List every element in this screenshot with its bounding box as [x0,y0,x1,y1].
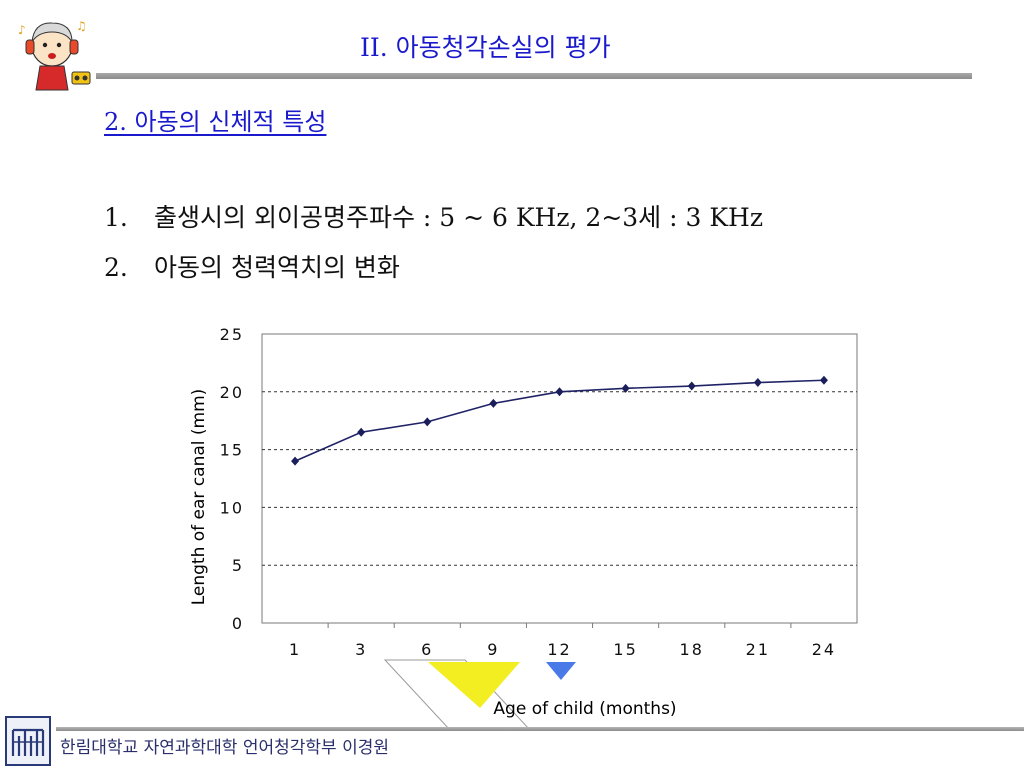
y-tick-label: 0 [232,614,244,633]
x-tick-label: 1 [289,640,301,659]
svg-text:♪: ♪ [18,23,26,37]
y-tick-label: 20 [220,383,244,402]
data-point [423,417,432,427]
university-seal-icon [5,716,51,766]
y-tick-label: 25 [220,325,244,344]
plot-area [261,333,858,624]
data-point [621,383,630,393]
slide-title: II. 아동청각손실의 평가 [360,33,611,62]
x-tick-label: 12 [547,640,571,659]
svg-text:♫: ♫ [76,19,87,33]
footer-credit: 한림대학교 자연과학대학 언어청각학부 이경원 [60,738,390,758]
list-item: 2. 아동의 청력역치의 변화 [104,248,400,284]
y-tick-label: 15 [220,441,244,460]
decorative-outline-shape [383,659,531,730]
title-divider [96,73,972,79]
yellow-accent-triangle [428,662,520,708]
y-axis-label: Length of ear canal (mm) [189,389,209,606]
data-point [357,427,366,437]
y-tick-label: 10 [220,498,244,517]
x-tick-label: 3 [355,640,367,659]
x-axis-label: Age of child (months) [493,699,676,719]
data-point [819,375,828,385]
data-point [687,381,696,391]
list-item-number: 2. [104,253,128,282]
list-item-text: 아동의 청력역치의 변화 [154,253,400,282]
data-point [291,456,300,466]
ear-canal-length-chart: 0 5 10 15 20 25 1 3 6 9 12 15 18 21 24 Age of child (m… [189,325,858,730]
x-tick-label: 24 [812,640,836,659]
data-point [753,378,762,388]
list-item-text: 출생시의 외이공명주파수 : 5 ~ 6 KHz, 2~3세 : 3 KHz [154,203,763,232]
data-point [555,387,564,397]
x-tick-label: 18 [680,640,704,659]
x-tick-label: 6 [421,640,433,659]
data-point [489,398,498,408]
y-tick-label: 5 [232,556,244,575]
blue-accent-triangle [546,662,576,680]
x-tick-label: 21 [746,640,770,659]
list-item: 1. 출생시의 외이공명주파수 : 5 ~ 6 KHz, 2~3세 : 3 KHz [104,198,763,234]
footer-divider [56,727,1024,731]
cartoon-child-with-headphones-icon: ♪ ♫ [18,19,91,91]
section-heading[interactable]: 2. 아동의 신체적 특성 [104,108,327,136]
x-tick-label: 15 [613,640,637,659]
list-item-number: 1. [104,203,128,232]
x-tick-label: 9 [487,640,499,659]
